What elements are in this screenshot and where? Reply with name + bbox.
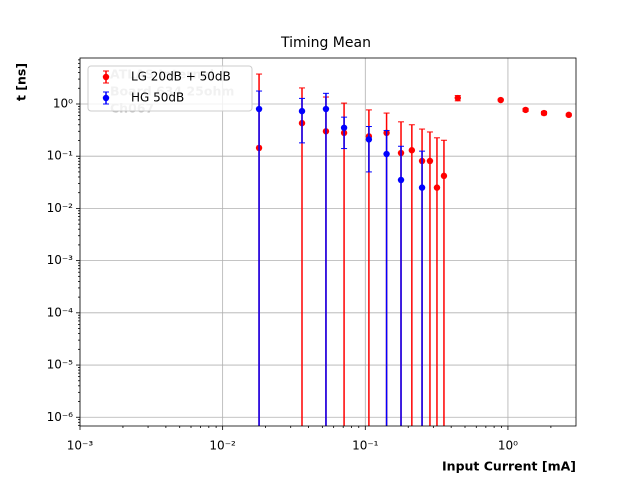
data-point — [522, 106, 529, 114]
chart-title: Timing Mean — [280, 35, 371, 51]
y-tick-label: 10⁻⁴ — [47, 305, 74, 319]
y-tick-label: 10⁰ — [53, 96, 73, 110]
y-tick-label: 10⁻¹ — [47, 149, 74, 163]
x-axis-label: Input Current [mA] — [442, 459, 576, 474]
data-point — [426, 157, 434, 165]
legend-label: HG 50dB — [131, 91, 184, 105]
x-tick-label: 10⁰ — [498, 439, 518, 453]
data-point — [454, 94, 461, 102]
legend-box — [87, 65, 253, 112]
data-point — [340, 124, 348, 131]
y-axis-label: t [ns] — [14, 63, 29, 101]
data-point — [298, 107, 306, 115]
plot-area — [255, 73, 572, 426]
data-point — [383, 150, 390, 158]
data-point — [322, 105, 330, 113]
data-point — [397, 176, 405, 184]
y-tick-label: 10⁻⁵ — [47, 358, 74, 372]
legend-marker — [102, 73, 110, 81]
legend-marker — [102, 94, 110, 102]
data-point — [255, 105, 263, 113]
data-point — [440, 172, 448, 180]
plot-frame — [79, 57, 577, 427]
data-point — [365, 136, 373, 143]
y-tick-label: 10⁻² — [47, 201, 74, 215]
y-tick-label: 10⁻⁶ — [47, 410, 74, 424]
y-tick-label: 10⁻³ — [47, 253, 74, 267]
data-point — [408, 147, 416, 154]
legend-label: LG 20dB + 50dB — [131, 70, 231, 84]
x-tick-label: 10⁻¹ — [352, 439, 379, 453]
data-point — [565, 111, 572, 119]
x-tick-label: 10⁻² — [209, 439, 236, 453]
data-point — [418, 184, 426, 191]
data-point — [497, 96, 504, 104]
data-point — [433, 184, 441, 191]
x-tick-label: 10⁻³ — [67, 439, 94, 453]
data-point — [540, 109, 548, 117]
